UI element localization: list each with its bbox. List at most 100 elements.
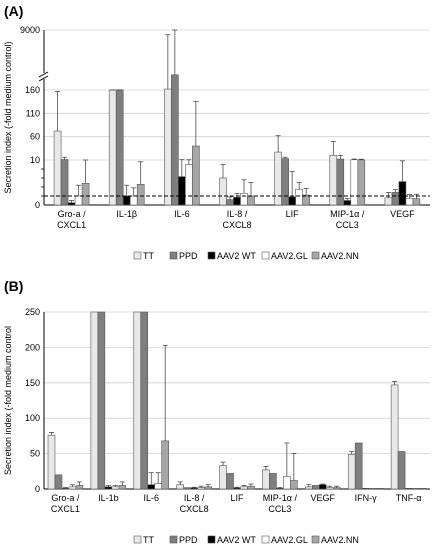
bar-tt bbox=[133, 311, 142, 490]
bar-aav2-nn bbox=[118, 485, 127, 490]
bar-aav2-gl bbox=[240, 486, 248, 490]
legend-swatch bbox=[169, 251, 178, 260]
bar-aav2-nn bbox=[204, 486, 212, 490]
legend-label: AAV2.NN bbox=[321, 251, 359, 261]
x-tick-label: IFN-γ bbox=[355, 493, 377, 503]
legend-swatch bbox=[207, 535, 216, 544]
bar-aav2-gl bbox=[185, 164, 193, 206]
bar-aav2-wt bbox=[104, 486, 113, 490]
legend-item-aav2-wt: AAV2 WT bbox=[207, 251, 256, 261]
bar-tt bbox=[329, 155, 338, 206]
bar-ppd bbox=[115, 89, 124, 206]
legend-swatch bbox=[207, 251, 216, 260]
legend-swatch bbox=[261, 535, 270, 544]
legend-swatch bbox=[311, 535, 320, 544]
bar-aav2-gl bbox=[154, 483, 162, 490]
bar-aav2-nn bbox=[136, 184, 145, 206]
bar-tt bbox=[347, 454, 356, 490]
bar-aav2-nn bbox=[81, 183, 90, 206]
bar-aav2-gl bbox=[411, 487, 420, 490]
bar-aav2-nn bbox=[247, 195, 255, 206]
x-tick-label: Gro-a / CXCL1 bbox=[57, 209, 86, 230]
bar-tt bbox=[90, 311, 99, 490]
bar-aav2-gl bbox=[240, 193, 248, 206]
legend-swatch bbox=[133, 535, 142, 544]
bar-tt bbox=[108, 89, 117, 206]
bar-aav2-nn bbox=[412, 198, 421, 206]
bar-ppd bbox=[391, 192, 400, 206]
x-tick-label: LIF bbox=[286, 209, 300, 219]
bar-aav2-gl bbox=[197, 487, 205, 490]
y-tick-label: 50 bbox=[30, 449, 40, 459]
y-tick-label: 10 bbox=[30, 155, 40, 165]
bar-ppd bbox=[54, 474, 63, 490]
bar-aav2-wt bbox=[361, 487, 370, 490]
bar-aav2-nn bbox=[161, 440, 169, 490]
bar-aav2-wt bbox=[398, 181, 407, 206]
x-tick-label: IL-6 bbox=[143, 493, 159, 503]
bar-tt bbox=[47, 434, 56, 490]
bar-aav2-wt bbox=[178, 176, 186, 206]
bar-aav2-nn bbox=[357, 159, 366, 206]
y-axis-label: Secretion index (-fold medium control) bbox=[3, 41, 13, 193]
bar-ppd bbox=[171, 74, 179, 206]
bar-aav2-wt bbox=[67, 202, 76, 206]
legend-swatch bbox=[133, 251, 142, 260]
axis-break-gap bbox=[40, 73, 48, 79]
bar-aav2-gl bbox=[111, 486, 120, 490]
x-tick-label: IL-1b bbox=[98, 493, 119, 503]
legend-item-tt: TT bbox=[133, 251, 154, 261]
legend-swatch bbox=[169, 535, 178, 544]
legend-item-aav2-nn: AAV2.NN bbox=[311, 251, 359, 261]
bar-aav2-wt bbox=[233, 197, 241, 206]
bar-tt bbox=[219, 177, 227, 206]
bar-aav2-nn bbox=[75, 485, 84, 490]
bar-ppd bbox=[312, 485, 320, 490]
y-tick-label: 100 bbox=[25, 413, 40, 423]
axis-break-mark bbox=[38, 75, 49, 82]
x-tick-label: TNF-α bbox=[396, 493, 422, 503]
legend-swatch bbox=[311, 251, 320, 260]
legend-item-ppd: PPD bbox=[169, 535, 198, 545]
bar-ppd bbox=[397, 451, 406, 490]
legend-item-ppd: PPD bbox=[169, 251, 198, 261]
bar-aav2-wt bbox=[233, 487, 241, 490]
legend-label: AAV2 WT bbox=[217, 251, 256, 261]
bar-tt bbox=[176, 484, 184, 490]
bar-tt bbox=[274, 151, 282, 206]
legend-label: AAV2 WT bbox=[217, 535, 256, 545]
bar-aav2-nn bbox=[302, 194, 310, 206]
bar-aav2-nn bbox=[375, 487, 384, 490]
axis-break-mark bbox=[38, 71, 49, 78]
bar-ppd bbox=[281, 158, 289, 206]
panel-label: (B) bbox=[4, 278, 23, 294]
x-tick-label: IL-1β bbox=[116, 209, 137, 219]
y-tick-label: 0 bbox=[35, 484, 40, 494]
legend-label: AAV2.GL bbox=[271, 535, 308, 545]
legend-label: AAV2.NN bbox=[321, 535, 359, 545]
x-tick-label: VEGF bbox=[390, 209, 415, 219]
bar-ppd bbox=[140, 311, 149, 490]
legend-label: AAV2.GL bbox=[271, 251, 308, 261]
bar-aav2-nn bbox=[290, 480, 298, 490]
legend-item-aav2-wt: AAV2 WT bbox=[207, 535, 256, 545]
bar-tt bbox=[262, 469, 270, 490]
bar-aav2-wt bbox=[122, 195, 131, 206]
bar-aav2-wt bbox=[147, 484, 156, 490]
bar-aav2-wt bbox=[288, 196, 296, 206]
bar-aav2-gl bbox=[74, 195, 83, 206]
chart-panel-a: (A) Secretion index (-fold medium control… bbox=[3, 3, 430, 261]
bar-aav2-gl bbox=[283, 475, 291, 490]
bar-aav2-wt bbox=[190, 487, 198, 490]
x-tick-label: MIP-1α / CCL3 bbox=[263, 493, 298, 514]
bar-ppd bbox=[97, 311, 106, 490]
legend-label: TT bbox=[143, 535, 154, 545]
bar-tt bbox=[219, 465, 227, 490]
bar-aav2-gl bbox=[295, 188, 303, 206]
bar-tt bbox=[384, 197, 393, 206]
legend-label: PPD bbox=[179, 251, 198, 261]
bar-aav2-gl bbox=[350, 159, 359, 206]
legend-item-tt: TT bbox=[133, 535, 154, 545]
x-tick-label: LIF bbox=[230, 493, 244, 503]
y-tick-label: 0 bbox=[35, 200, 40, 210]
